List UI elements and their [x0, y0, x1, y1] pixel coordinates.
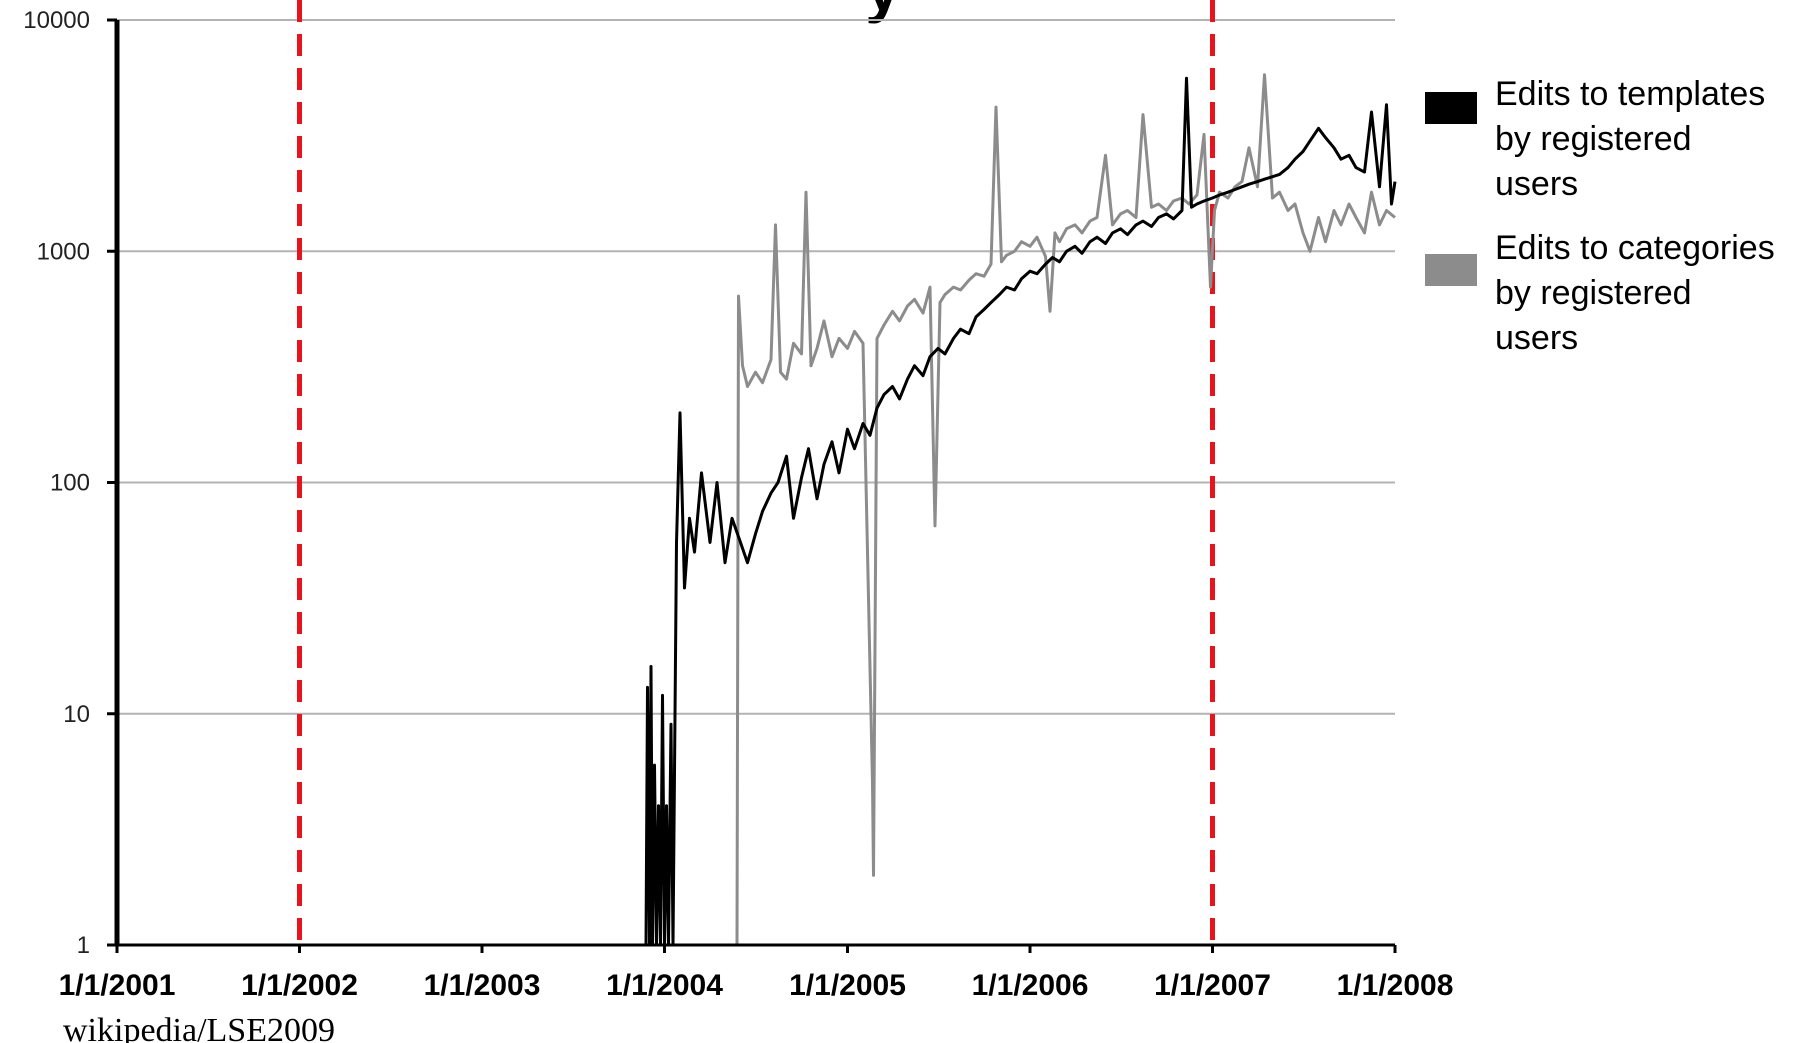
y-tick-label: 1000	[37, 238, 90, 265]
series-line-categories	[735, 73, 1396, 946]
legend-swatch-categories	[1425, 254, 1477, 286]
y-tick-label: 10000	[23, 7, 90, 34]
x-tick-label: 1/1/2003	[424, 969, 541, 1002]
x-tick-labels: 1/1/2001 1/1/2002 1/1/2003 1/1/2004 1/1/2005…	[59, 945, 1454, 1002]
y-tick-label: 10	[63, 701, 90, 728]
legend-swatch-templates	[1425, 92, 1477, 124]
series-lines	[644, 73, 1397, 947]
x-tick-label: 1/1/2008	[1337, 969, 1454, 1002]
legend-label-templates-line-3: users	[1495, 165, 1578, 203]
x-tick-label: 1/1/2007	[1154, 969, 1271, 1002]
x-tick-label: 1/1/2002	[241, 969, 358, 1002]
x-tick-label: 1/1/2005	[789, 969, 906, 1002]
legend: Edits to templates by registered users E…	[1425, 75, 1775, 357]
source-note: wikipedia/LSE2009	[63, 1012, 335, 1043]
gridlines	[117, 19, 1395, 715]
x-tick-label: 1/1/2006	[972, 969, 1089, 1002]
legend-label-categories-line-3: users	[1495, 319, 1578, 357]
y-tick-labels: 1 10 100 1000 10000	[23, 7, 117, 959]
y-tick-label: 1	[77, 932, 90, 959]
legend-label-templates-line-1: Edits to templates	[1495, 75, 1765, 113]
legend-label-categories-line-2: by registered	[1495, 274, 1692, 312]
x-tick-label: 1/1/2001	[59, 969, 176, 1002]
series-line-templates	[644, 76, 1397, 947]
reference-lines	[297, 0, 1215, 945]
legend-label-categories-line-1: Edits to categories	[1495, 229, 1775, 267]
y-tick-label: 100	[50, 470, 90, 497]
legend-label-templates-line-2: by registered	[1495, 120, 1692, 158]
x-tick-label: 1/1/2004	[606, 969, 723, 1002]
